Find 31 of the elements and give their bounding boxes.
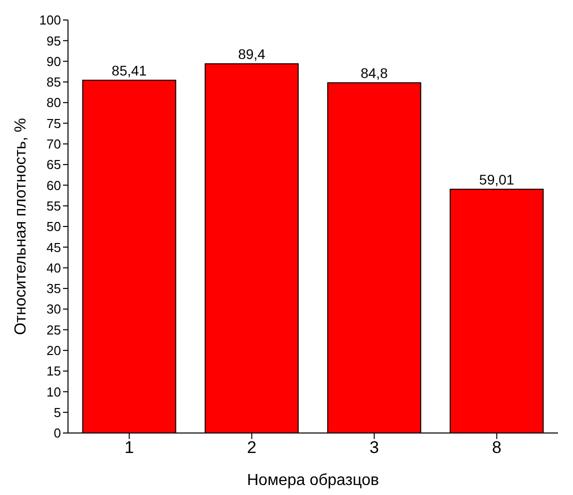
y-tick-label: 10 <box>46 384 61 400</box>
x-tick-label: 3 <box>370 438 379 458</box>
data-label: 89,4 <box>238 46 266 62</box>
y-tick-label: 30 <box>46 302 61 317</box>
y-tick-label: 65 <box>46 157 61 172</box>
y-tick-label: 90 <box>46 54 61 69</box>
y-tick-label: 95 <box>46 33 61 48</box>
y-tick-label: 60 <box>46 178 61 193</box>
data-label: 85,41 <box>112 62 147 78</box>
x-tick-label: 8 <box>492 438 502 458</box>
y-tick-label: 15 <box>46 364 61 379</box>
x-tick-label: 2 <box>247 438 256 458</box>
y-tick-label: 50 <box>46 219 61 234</box>
y-axis-title: Относительная плотность, % <box>12 118 30 336</box>
y-tick-label: 0 <box>54 426 61 441</box>
y-tick-label: 45 <box>46 240 61 255</box>
y-tick-label: 100 <box>39 12 61 28</box>
y-tick-label: 80 <box>46 95 61 110</box>
y-tick-label: 85 <box>46 74 61 90</box>
data-label: 59,01 <box>479 171 514 188</box>
y-tick-label: 35 <box>46 281 61 296</box>
y-tick-label: 55 <box>46 198 61 214</box>
y-tick-label: 40 <box>46 260 61 276</box>
x-axis-title: Номера образцов <box>247 472 379 489</box>
y-tick-label: 70 <box>46 136 61 152</box>
y-tick-label: 20 <box>46 343 61 358</box>
x-tick-label: 1 <box>124 438 134 458</box>
data-label: 84,8 <box>360 64 388 81</box>
y-tick-label: 5 <box>54 404 61 420</box>
y-tick-label: 75 <box>46 116 61 131</box>
y-tick-label: 25 <box>46 322 61 338</box>
